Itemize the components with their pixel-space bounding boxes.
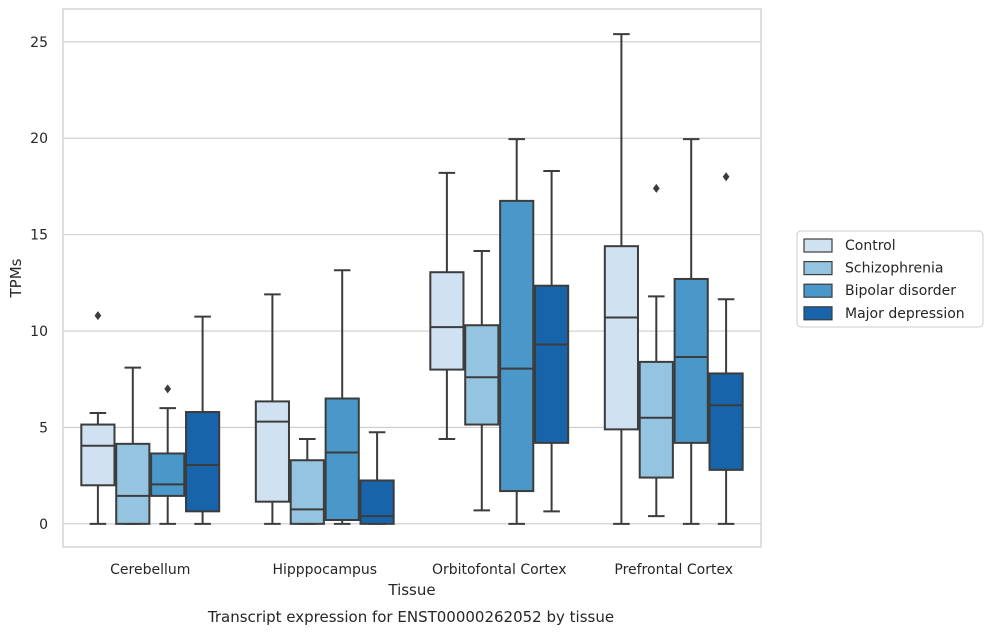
box-group — [499, 138, 535, 525]
outlier-point — [652, 183, 660, 193]
box — [499, 199, 535, 493]
boxes — [80, 33, 744, 525]
x-tick-label: Hipppocampus — [272, 562, 377, 578]
legend: Control Schizophrenia Bipolar disorder Majo… — [796, 230, 984, 328]
box — [115, 442, 151, 525]
legend-swatch — [803, 238, 833, 253]
box-group — [115, 366, 151, 525]
legend-swatch — [803, 283, 833, 298]
y-tick-label: 20 — [30, 131, 48, 147]
y-tick-label: 10 — [30, 324, 48, 340]
legend-label: Schizophrenia — [845, 261, 943, 277]
legend-swatch — [803, 306, 833, 321]
gridlines — [63, 41, 761, 525]
y-axis-label: TPMs — [7, 258, 25, 298]
box-group — [464, 250, 500, 512]
box-group — [534, 169, 570, 513]
y-tick-label: 0 — [39, 517, 48, 533]
box — [324, 397, 360, 522]
box — [534, 284, 570, 444]
box — [429, 271, 465, 371]
x-axis-label: Tissue — [387, 581, 435, 599]
x-tick-label: Prefrontal Cortex — [614, 562, 733, 578]
plot-area-frame — [62, 8, 762, 548]
box — [289, 459, 325, 525]
box-group — [673, 138, 709, 525]
y-tick-label: 25 — [30, 35, 48, 51]
x-tick-label: Orbitofontal Cortex — [432, 562, 567, 578]
legend-label: Bipolar disorder — [845, 283, 956, 299]
box — [603, 245, 639, 431]
legend-label: Major depression — [845, 306, 965, 322]
outlier-point — [722, 172, 730, 182]
box — [464, 324, 500, 426]
outlier-point — [164, 384, 172, 394]
box-group — [80, 311, 116, 525]
x-tick-labels: Cerebellum Hipppocampus Orbitofontal Corte… — [110, 562, 733, 578]
chart-caption: Transcript expression for ENST0000026205… — [207, 608, 614, 626]
box — [359, 479, 395, 525]
box-group — [429, 171, 465, 441]
box-group — [254, 293, 290, 525]
box-group — [603, 33, 639, 525]
y-tick-label: 15 — [30, 228, 48, 244]
x-tick-label: Cerebellum — [110, 562, 190, 578]
box-group — [359, 431, 395, 525]
box — [673, 277, 709, 444]
legend-swatch — [803, 261, 833, 276]
box-group — [708, 172, 744, 525]
y-tick-label: 5 — [39, 420, 48, 436]
box-group — [324, 269, 360, 525]
box — [254, 400, 290, 503]
box-group — [185, 315, 221, 525]
box — [185, 411, 221, 513]
box — [708, 372, 744, 471]
box-group — [289, 438, 325, 525]
box-group — [638, 183, 674, 518]
box — [638, 360, 674, 479]
box — [80, 423, 116, 487]
legend-label: Control — [845, 238, 896, 254]
box — [150, 452, 186, 497]
legend-frame — [796, 230, 984, 328]
box-group — [150, 384, 186, 525]
outlier-point — [94, 311, 102, 321]
y-tick-labels: 0 5 10 15 20 25 — [30, 35, 48, 533]
